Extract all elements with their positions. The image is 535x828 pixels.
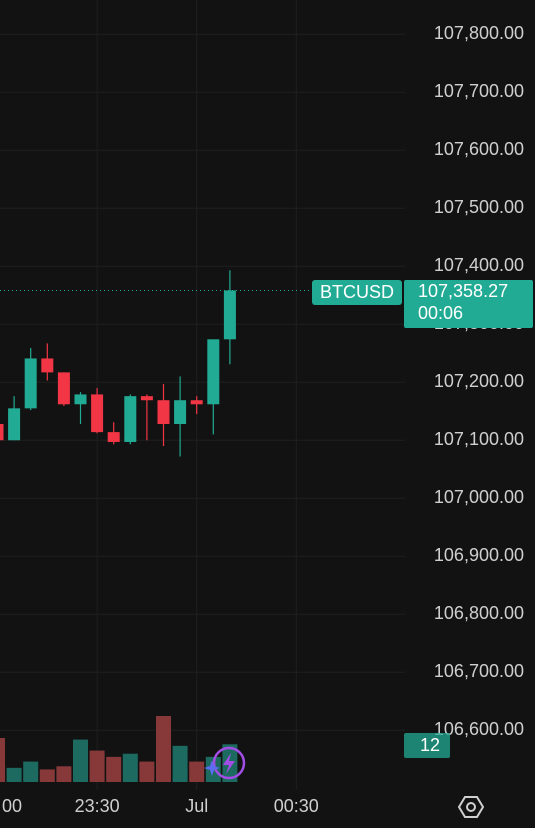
lightning-icon[interactable] bbox=[204, 746, 246, 780]
x-tick-label: Jul bbox=[185, 796, 208, 816]
symbol-tag: BTCUSD bbox=[320, 282, 394, 302]
y-tick-label: 107,500.00 bbox=[434, 197, 524, 217]
settings-dot bbox=[466, 802, 476, 812]
volume-bar bbox=[172, 745, 188, 782]
candle-body bbox=[91, 394, 104, 433]
settings-icon[interactable] bbox=[457, 796, 485, 818]
candle-body bbox=[190, 400, 203, 405]
volume-bar bbox=[189, 761, 205, 782]
y-tick-label: 106,800.00 bbox=[434, 603, 524, 623]
y-tick-label: 107,100.00 bbox=[434, 429, 524, 449]
volume-bar bbox=[89, 750, 105, 782]
volume-tag-bg bbox=[404, 733, 450, 758]
icon-ring bbox=[212, 746, 246, 780]
volume-layer bbox=[0, 716, 238, 782]
countdown: 00:06 bbox=[418, 303, 463, 323]
volume-bar bbox=[39, 769, 55, 782]
candle-body bbox=[74, 394, 87, 405]
candle-body bbox=[207, 339, 220, 405]
volume-bar bbox=[106, 756, 122, 782]
y-tick-label: 106,600.00 bbox=[434, 719, 524, 739]
candle-layer bbox=[0, 270, 236, 457]
price-tag-bg bbox=[404, 280, 533, 328]
icon-sparkle bbox=[204, 760, 220, 776]
y-tick-label: 107,600.00 bbox=[434, 139, 524, 159]
candle-body bbox=[8, 408, 21, 441]
y-tick-label: 107,800.00 bbox=[434, 23, 524, 43]
candle-body bbox=[223, 290, 236, 340]
y-tick-label: 107,000.00 bbox=[434, 487, 524, 507]
volume-tag: 12 bbox=[420, 735, 440, 755]
volume-bar bbox=[0, 738, 5, 782]
volume-bar bbox=[156, 716, 171, 782]
candle-body bbox=[140, 396, 153, 401]
y-tick-label: 106,700.00 bbox=[434, 661, 524, 681]
candle-body bbox=[41, 358, 54, 373]
candle-body bbox=[0, 424, 4, 441]
y-tick-label: 107,400.00 bbox=[434, 255, 524, 275]
symbol-tag-bg bbox=[312, 280, 402, 305]
candle-body bbox=[124, 396, 137, 442]
x-tick-label: 00:30 bbox=[274, 796, 319, 816]
y-tick-label: 106,900.00 bbox=[434, 545, 524, 565]
candle-body bbox=[24, 358, 37, 409]
candle-body bbox=[57, 372, 70, 405]
volume-bar bbox=[122, 753, 138, 782]
candle-body bbox=[174, 400, 187, 425]
volume-bar bbox=[23, 761, 39, 782]
volume-bar bbox=[73, 739, 88, 782]
price-tag: 107,358.27 bbox=[418, 281, 508, 301]
volume-bar bbox=[6, 767, 22, 782]
candle-body bbox=[107, 432, 120, 442]
candle-body bbox=[157, 400, 170, 425]
icon-bolt bbox=[223, 753, 235, 774]
y-tick-label: 107,700.00 bbox=[434, 81, 524, 101]
volume-bar bbox=[56, 766, 72, 782]
x-tick-label: 23:30 bbox=[75, 796, 120, 816]
settings-hexagon bbox=[457, 796, 485, 818]
x-tick-label: 00 bbox=[2, 796, 22, 816]
volume-bar bbox=[139, 761, 155, 782]
y-tick-label: 107,200.00 bbox=[434, 371, 524, 391]
